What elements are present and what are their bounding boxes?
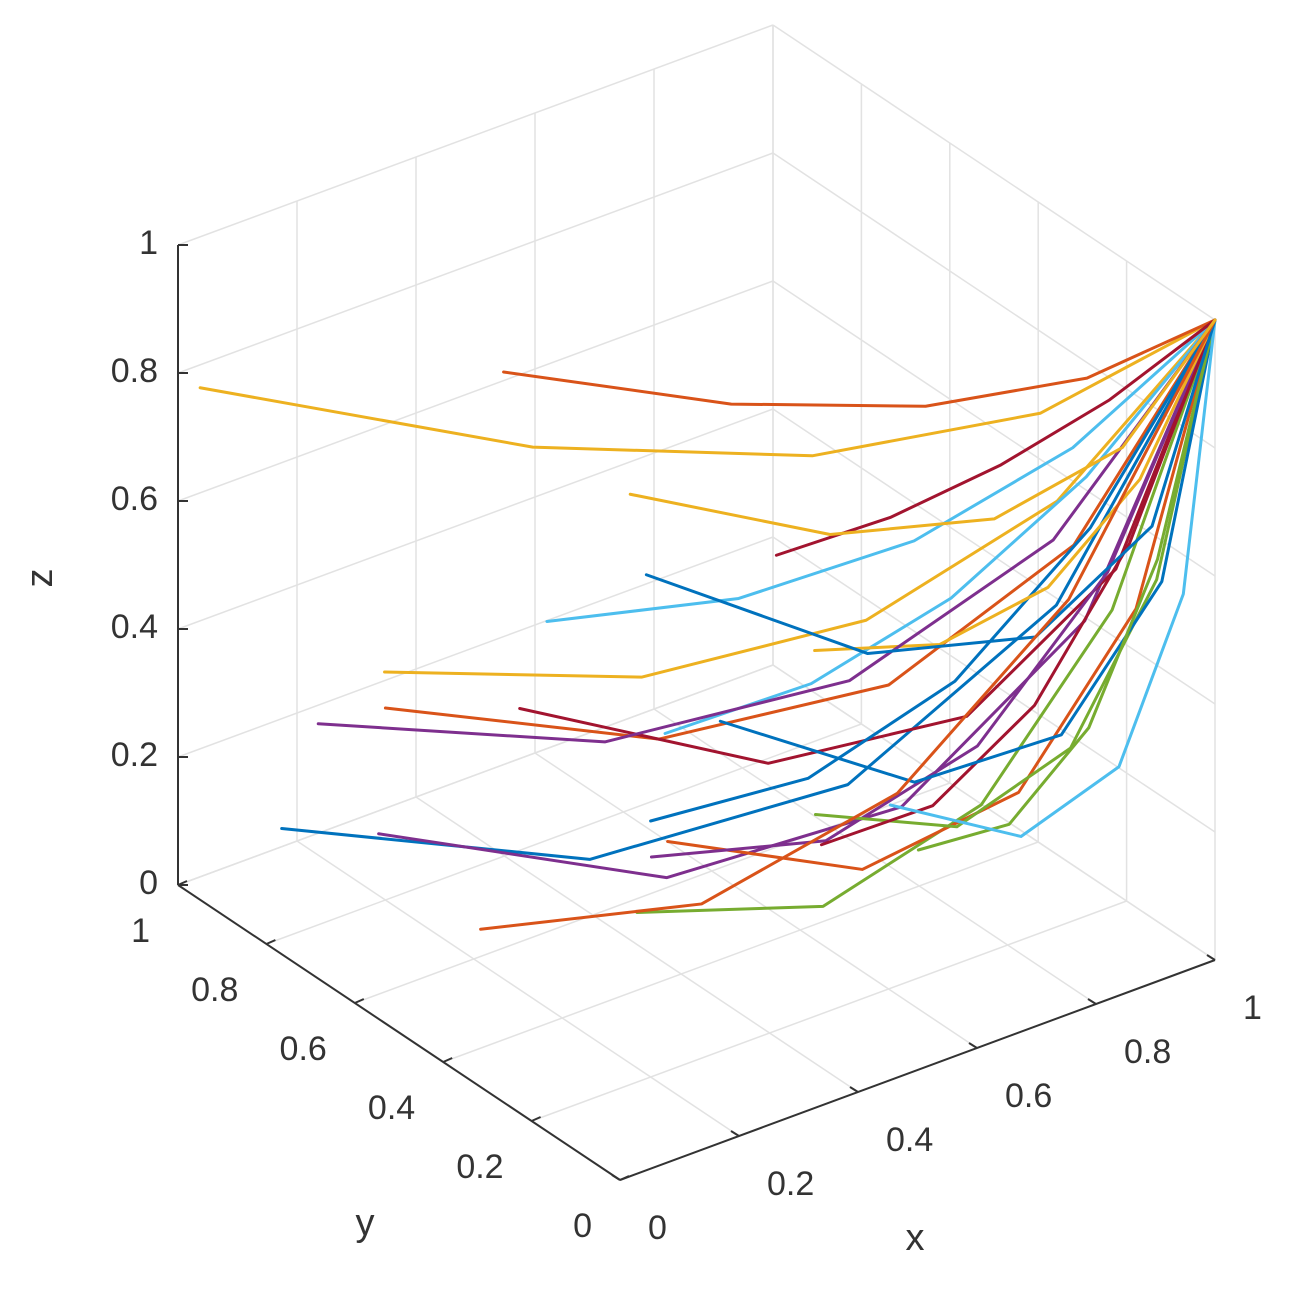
trajectory: [383, 318, 1217, 679]
trajectory: [502, 318, 1217, 408]
x-tick: [968, 1042, 978, 1049]
x-tick-label: 0.8: [1124, 1033, 1171, 1071]
x-tick: [849, 1086, 859, 1093]
y-axis: [177, 884, 621, 1181]
trajectory: [649, 318, 1217, 859]
trajectory: [316, 318, 1217, 744]
z-tick-label: 0: [139, 864, 158, 902]
trajectory: [718, 318, 1217, 784]
z-tick-label: 0.6: [111, 480, 158, 518]
grid-line: [177, 280, 774, 502]
y-tick: [354, 998, 365, 1004]
trajectory: [383, 318, 1217, 741]
trajectory: [916, 318, 1217, 852]
y-tick: [442, 1057, 453, 1063]
grid-line: [177, 24, 774, 246]
trajectory: [774, 318, 1217, 557]
grid-line: [177, 152, 774, 374]
grid-line: [177, 536, 774, 758]
trajectory: [819, 318, 1217, 847]
trajectory: [198, 318, 1217, 458]
y-tick-label: 0.4: [368, 1089, 415, 1127]
grid-line: [772, 408, 1216, 705]
grid-line: [177, 408, 774, 630]
x-tick: [730, 1130, 740, 1137]
y-tick: [619, 1175, 630, 1181]
y-tick: [531, 1116, 542, 1122]
grid-line: [653, 708, 1097, 1005]
z-tick-label: 0.2: [111, 736, 158, 774]
grid-line: [531, 900, 1127, 1122]
y-tick: [265, 939, 276, 945]
grid-line: [177, 664, 774, 886]
grid-line: [442, 841, 1039, 1063]
x-tick: [1087, 998, 1097, 1005]
y-tick: [177, 880, 188, 886]
trajectory: [518, 318, 1217, 765]
grid-line: [296, 840, 740, 1137]
z-tick-label: 0.8: [111, 352, 158, 390]
x-tick-label: 0.6: [1005, 1077, 1052, 1115]
x-tick: [1206, 954, 1216, 961]
trajectory: [628, 318, 1217, 537]
x-tick-label: 1: [1243, 989, 1262, 1027]
x-tick-label: 0: [648, 1209, 667, 1247]
trajectory: [635, 318, 1217, 914]
x-tick-label: 0.4: [886, 1121, 933, 1159]
trajectory: [649, 318, 1217, 823]
z-axis-label: z: [19, 569, 61, 588]
trajectory: [479, 318, 1217, 931]
trajectory: [663, 318, 1217, 735]
y-tick-label: 0: [573, 1207, 592, 1245]
grid-line: [772, 24, 1216, 321]
y-tick-label: 0.8: [191, 971, 238, 1009]
grid-line: [415, 796, 859, 1093]
y-tick-label: 0.2: [456, 1148, 503, 1186]
x-tick-label: 0.2: [767, 1165, 814, 1203]
grid-line: [772, 152, 1216, 449]
trajectory: [666, 318, 1217, 871]
y-tick-label: 1: [131, 912, 150, 950]
y-tick-label: 0.6: [280, 1030, 327, 1068]
grid-line: [534, 752, 978, 1049]
z-tick-label: 1: [139, 224, 158, 262]
trajectory: [888, 318, 1217, 838]
y-axis-label: y: [356, 1202, 375, 1244]
grid-line: [772, 664, 1216, 961]
z-tick-label: 0.4: [111, 608, 158, 646]
x-axis: [619, 959, 1216, 1181]
trajectory: [644, 318, 1217, 656]
trajectory: [545, 318, 1217, 623]
x-axis-label: x: [906, 1217, 925, 1259]
x-tick: [611, 1174, 621, 1181]
